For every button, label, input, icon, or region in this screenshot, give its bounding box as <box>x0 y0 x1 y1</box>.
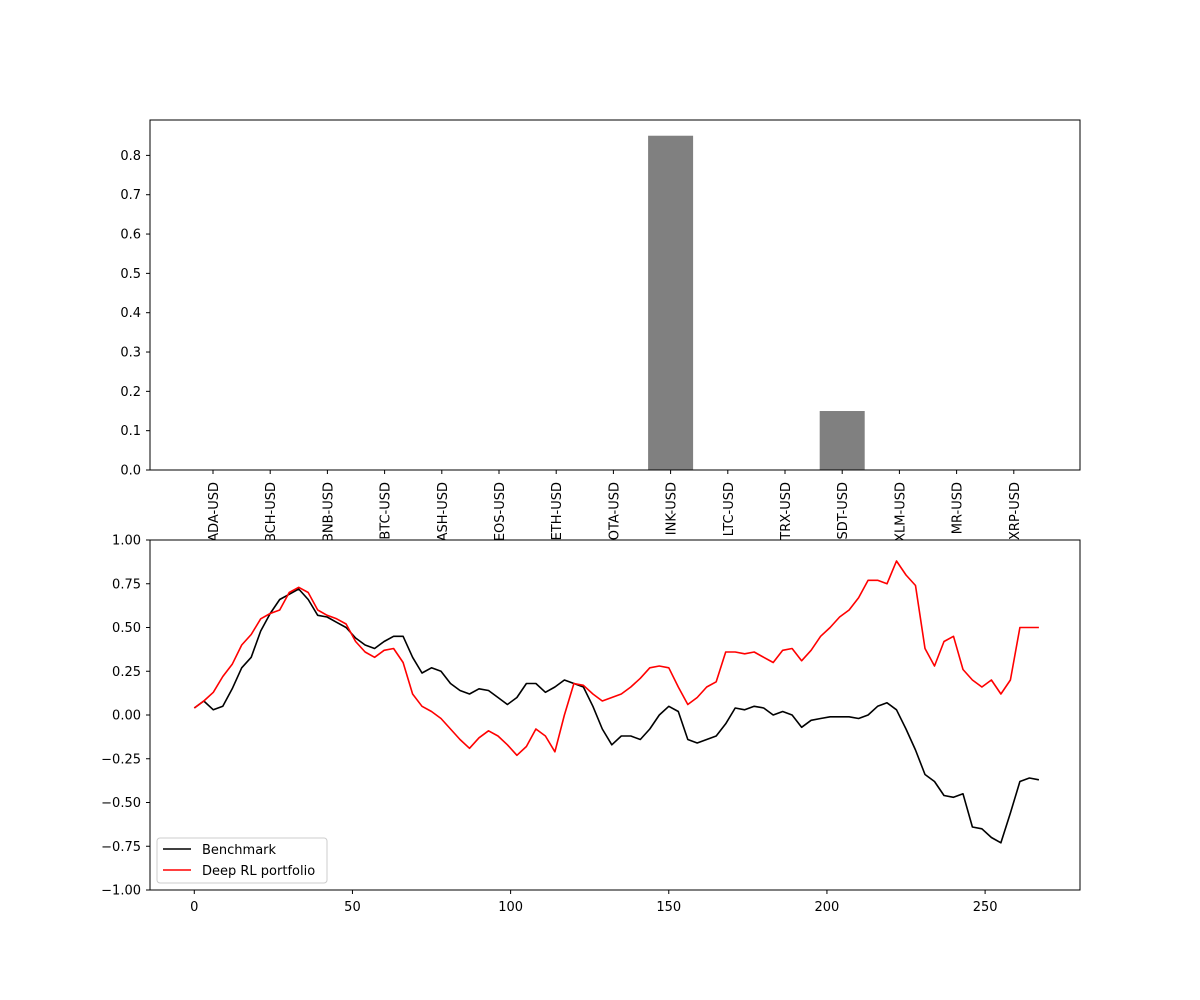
bar-y-tick-label: 0.6 <box>120 228 141 243</box>
bar-x-axis: ADA-USD BCH-USD BNB-USD BTC-USD ASH-USD EOS-U… <box>207 470 1023 542</box>
line-x-tick-label: 250 <box>973 900 998 915</box>
legend-box <box>156 837 328 884</box>
line-x-tick-label: 0 <box>190 900 198 915</box>
bar-link-usd <box>648 135 694 470</box>
legend-label-deep-rl: Deep RL portfolio <box>202 864 315 879</box>
bar-x-tick-label-ada-usd: ADA-USD <box>207 482 222 542</box>
line-x-tick-label: 150 <box>656 900 681 915</box>
bar-x-tick-label-bnb-usd: BNB-USD <box>321 482 336 542</box>
line-chart: −1.00 −0.75 −0.50 −0.25 0.00 0.25 0.50 0.75 1.00… <box>101 534 1081 915</box>
bar-x-tick-label-link-usd: INK-USD <box>665 482 680 535</box>
bar-x-tick-label-xrp-usd: XRP-USD <box>1008 482 1023 540</box>
line-y-tick-label: 0.75 <box>112 577 141 592</box>
line-y-tick-label: −0.75 <box>101 840 141 855</box>
line-y-tick-label: 0.25 <box>112 665 141 680</box>
bar-x-tick-label-ltc-usd: LTC-USD <box>722 482 737 536</box>
line-x-tick-label: 50 <box>344 900 361 915</box>
bar-x-tick-label-bch-usd: BCH-USD <box>264 482 279 542</box>
bar-y-tick-label: 0.4 <box>120 306 141 321</box>
bar-y-tick-label: 0.5 <box>120 267 141 282</box>
legend: Benchmark Deep RL portfolio <box>156 837 328 884</box>
line-x-axis: 0 50 100 150 200 250 <box>190 890 998 915</box>
line-y-tick-label: 0.50 <box>112 621 141 636</box>
line-marks <box>193 560 1040 844</box>
bar-usdt-usd <box>819 411 865 470</box>
line-y-tick-label: 0.00 <box>112 709 141 724</box>
series-line-deep-rl-portfolio <box>193 560 1039 757</box>
line-axes-background <box>150 540 1080 890</box>
bar-x-tick-label-eos-usd: EOS-USD <box>493 482 508 541</box>
bar-marks <box>648 135 865 470</box>
bar-y-tick-label: 0.8 <box>120 149 141 164</box>
line-y-tick-label: −1.00 <box>101 884 141 899</box>
bar-axes-frame <box>149 119 1081 471</box>
series-line-benchmark <box>193 588 1040 844</box>
bar-x-tick-label-xlm-usd: XLM-USD <box>893 482 908 542</box>
line-x-tick-label: 100 <box>498 900 523 915</box>
bar-y-tick-label: 0.0 <box>120 464 141 479</box>
bar-x-tick-label-iota-usd: OTA-USD <box>607 482 622 540</box>
bar-x-tick-label-trx-usd: TRX-USD <box>779 482 794 541</box>
line-axes-frame <box>149 539 1081 891</box>
bar-x-tick-label-dash-usd: ASH-USD <box>436 482 451 541</box>
bar-y-axis: 0.0 0.1 0.2 0.3 0.4 0.5 0.6 0.7 0.8 <box>120 149 150 479</box>
line-y-axis: −1.00 −0.75 −0.50 −0.25 0.00 0.25 0.50 0.75 1.00 <box>101 534 150 899</box>
bar-x-tick-label-usdt-usd: SDT-USD <box>836 482 851 539</box>
legend-label-benchmark: Benchmark <box>202 843 277 858</box>
bar-chart: 0.0 0.1 0.2 0.3 0.4 0.5 0.6 0.7 0.8 ADA-USD BCH-U… <box>120 119 1081 542</box>
bar-x-tick-label-eth-usd: ETH-USD <box>550 482 565 540</box>
line-y-tick-label: 1.00 <box>112 534 141 549</box>
line-y-tick-label: −0.25 <box>101 752 141 767</box>
line-x-tick-label: 200 <box>815 900 840 915</box>
bar-y-tick-label: 0.2 <box>120 385 141 400</box>
bar-y-tick-label: 0.7 <box>120 188 141 203</box>
bar-x-tick-label-xmr-usd: MR-USD <box>951 482 966 534</box>
bar-y-tick-label: 0.3 <box>120 346 141 361</box>
bar-x-tick-label-btc-usd: BTC-USD <box>379 482 394 540</box>
line-y-tick-label: −0.50 <box>101 796 141 811</box>
bar-y-tick-label: 0.1 <box>120 424 141 439</box>
